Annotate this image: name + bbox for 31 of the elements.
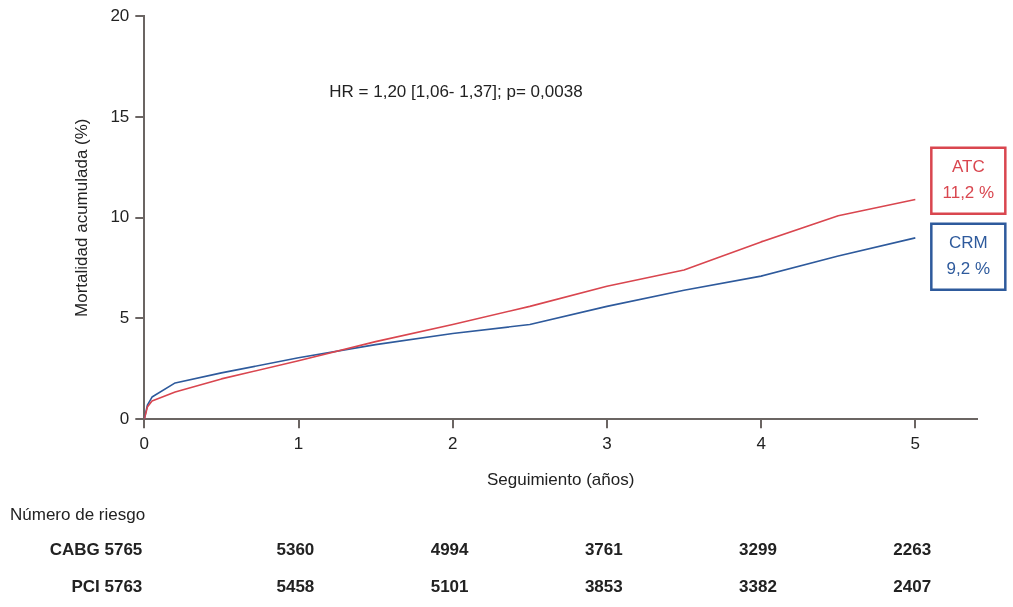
text: ATC — [951, 157, 985, 177]
x-tick-label: 1 — [293, 434, 304, 454]
text: 3761 — [584, 540, 623, 560]
x-tick-label: 5 — [910, 434, 921, 454]
y-tick-label: 10 — [110, 207, 130, 227]
x-tick-label: 2 — [447, 434, 458, 454]
text: 2263 — [893, 540, 932, 560]
text: CABG 5765 — [49, 540, 143, 560]
y-tick-label: 5 — [119, 308, 130, 328]
x-tick-label: 4 — [756, 434, 766, 454]
y-tick-label: 15 — [110, 106, 130, 126]
text: 5458 — [276, 577, 315, 597]
text: 5101 — [430, 577, 469, 597]
text: 5360 — [276, 540, 315, 560]
text: 4994 — [430, 540, 469, 560]
annotation: 11,2 % — [942, 183, 995, 203]
annotation: HR = 1,20 [1,06- 1,37]; p= 0,0038 — [329, 81, 583, 101]
y-tick-label: 20 — [110, 5, 130, 25]
text: 2407 — [893, 577, 932, 597]
text: 3299 — [739, 540, 777, 560]
series-label: CRM — [948, 233, 988, 253]
text: PCI 5763 — [71, 577, 143, 597]
text: 3853 — [584, 577, 623, 597]
y-tick-label: 0 — [119, 408, 130, 428]
y-axis-title: Mortalidad acumulada (%) — [71, 118, 91, 317]
x-tick-label: 3 — [602, 434, 612, 454]
text: 3382 — [739, 577, 777, 597]
x-tick-label: 0 — [139, 434, 150, 454]
text: Número de riesgo — [10, 505, 146, 525]
annotation: 9,2 % — [946, 259, 991, 279]
x-axis-title: Seguimiento (años) — [486, 470, 635, 490]
